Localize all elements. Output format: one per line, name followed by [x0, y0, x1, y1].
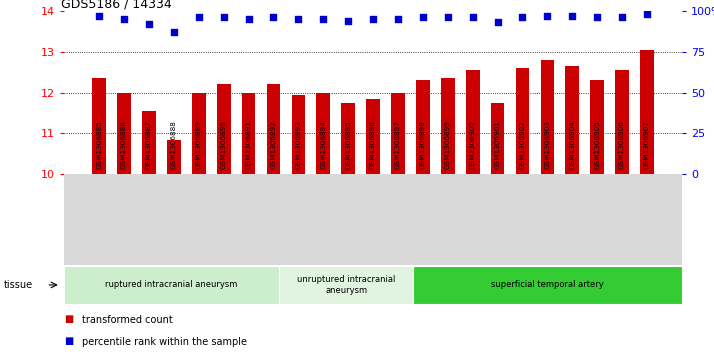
Bar: [242, 93, 256, 174]
Text: ruptured intracranial aneurysm: ruptured intracranial aneurysm: [106, 281, 238, 289]
Text: transformed count: transformed count: [82, 315, 173, 325]
Bar: [192, 93, 206, 174]
Point: [417, 15, 428, 20]
Bar: [640, 50, 654, 174]
FancyBboxPatch shape: [279, 266, 413, 304]
Bar: [366, 99, 380, 174]
Text: percentile rank within the sample: percentile rank within the sample: [82, 337, 247, 347]
Bar: [341, 103, 355, 174]
Point: [367, 16, 378, 22]
Point: [392, 16, 403, 22]
Point: [442, 15, 453, 20]
FancyBboxPatch shape: [64, 266, 279, 304]
Point: [616, 15, 628, 20]
Point: [94, 13, 105, 19]
Bar: [516, 68, 529, 174]
Text: superficial temporal artery: superficial temporal artery: [491, 281, 604, 289]
Bar: [565, 66, 579, 174]
Point: [517, 15, 528, 20]
Point: [591, 15, 603, 20]
Bar: [167, 139, 181, 174]
Point: [243, 16, 254, 22]
Point: [218, 15, 229, 20]
Point: [193, 15, 204, 20]
Point: [119, 16, 130, 22]
Point: [542, 13, 553, 19]
Bar: [291, 95, 305, 174]
Point: [343, 18, 354, 24]
Point: [318, 16, 329, 22]
Point: [492, 19, 503, 25]
Bar: [316, 93, 330, 174]
Bar: [266, 85, 281, 174]
FancyBboxPatch shape: [413, 266, 682, 304]
Point: [293, 16, 304, 22]
Point: [641, 11, 653, 17]
Bar: [217, 85, 231, 174]
Bar: [391, 93, 405, 174]
Bar: [491, 103, 504, 174]
Text: unruptured intracranial
aneurysm: unruptured intracranial aneurysm: [297, 275, 396, 295]
Text: ■: ■: [64, 336, 74, 346]
Text: ■: ■: [64, 314, 74, 325]
Point: [144, 21, 155, 27]
Bar: [142, 111, 156, 174]
Bar: [92, 78, 106, 174]
Bar: [416, 80, 430, 174]
Text: GDS5186 / 14334: GDS5186 / 14334: [61, 0, 172, 11]
Text: tissue: tissue: [4, 280, 33, 290]
Bar: [590, 80, 604, 174]
Point: [467, 15, 478, 20]
Bar: [466, 70, 480, 174]
Bar: [441, 78, 455, 174]
Point: [169, 29, 180, 35]
Bar: [117, 93, 131, 174]
Point: [566, 13, 578, 19]
Bar: [540, 60, 554, 174]
Bar: [615, 70, 629, 174]
Point: [268, 15, 279, 20]
